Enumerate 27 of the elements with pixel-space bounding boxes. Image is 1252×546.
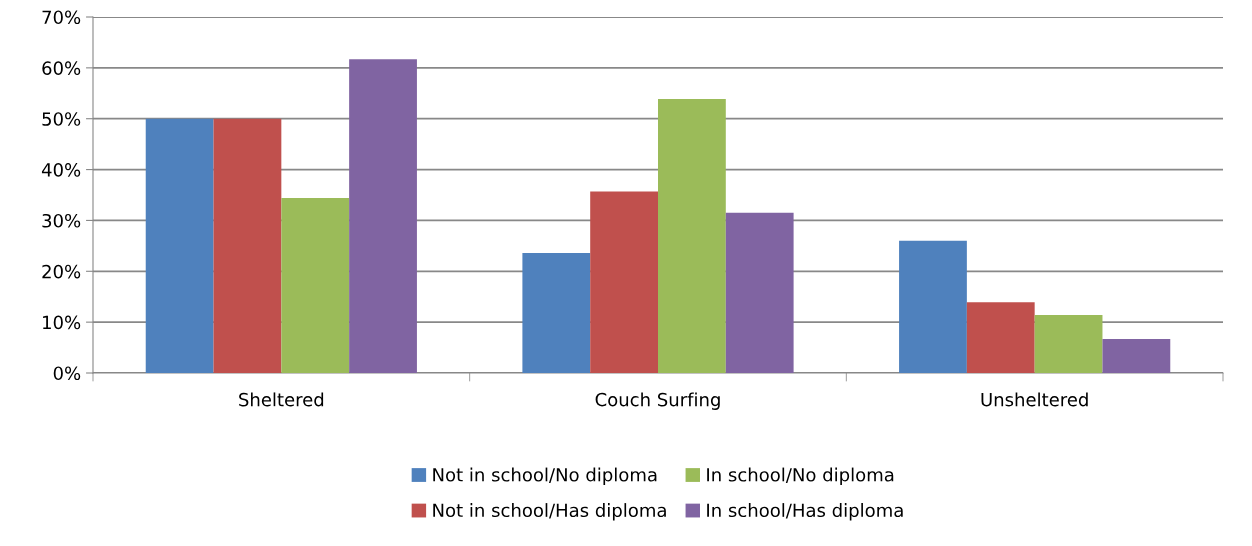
x-tick-label: Sheltered xyxy=(239,392,324,407)
legend-label: In school/No diploma xyxy=(707,467,894,486)
y-tick-label: 20% xyxy=(42,264,81,279)
bar xyxy=(966,302,1035,373)
x-tick-label: Couch Surfing xyxy=(595,392,720,410)
bar xyxy=(145,118,214,373)
y-tick-label: 60% xyxy=(42,61,81,75)
bar xyxy=(658,98,726,373)
y-tick-label: 0% xyxy=(53,366,81,381)
legend-label: Not in school/Has diploma xyxy=(433,503,666,521)
bar xyxy=(725,212,794,373)
bar xyxy=(522,252,591,373)
y-tick-label: 70% xyxy=(42,10,81,25)
bar xyxy=(281,198,350,373)
bar xyxy=(349,59,417,373)
legend-label: Not in school/No diploma xyxy=(433,467,657,486)
x-tick-label: Unsheltered xyxy=(981,392,1088,407)
bar xyxy=(899,240,967,373)
y-tick-label: 30% xyxy=(42,213,81,228)
legend-label: In school/Has diploma xyxy=(707,503,903,521)
bar xyxy=(590,191,658,373)
y-tick-label: 50% xyxy=(42,112,81,126)
bar xyxy=(213,118,282,373)
y-tick-label: 40% xyxy=(41,163,81,177)
bar xyxy=(1034,315,1103,373)
y-tick-label: 10% xyxy=(43,315,81,330)
bar xyxy=(1102,338,1171,373)
